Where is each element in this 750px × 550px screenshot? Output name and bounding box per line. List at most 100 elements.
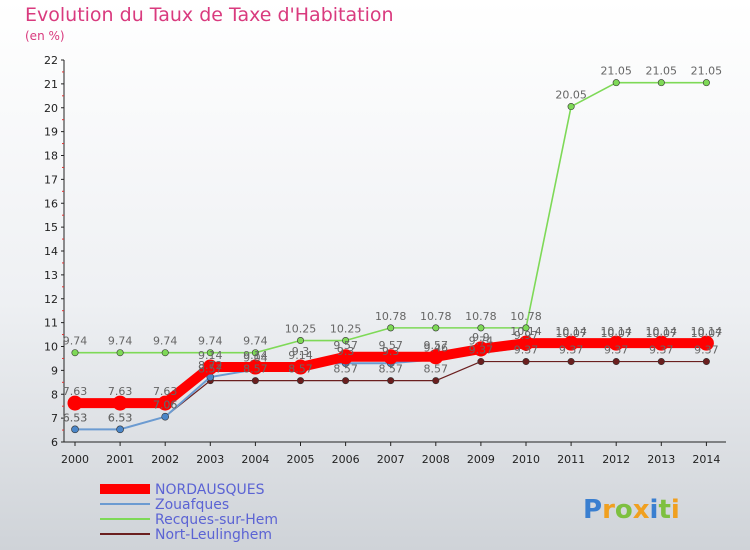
y-tick-label: 6	[51, 436, 58, 449]
data-point	[477, 358, 485, 366]
x-tick-label: 2003	[196, 453, 224, 466]
y-tick-label: 12	[44, 293, 58, 306]
data-label: 8.72	[198, 359, 223, 372]
data-label: 9.3	[337, 345, 355, 358]
data-point	[702, 358, 710, 366]
data-label: 21.05	[646, 65, 678, 78]
data-point	[296, 377, 304, 385]
data-label: 7.63	[108, 385, 133, 398]
data-point	[387, 324, 395, 332]
data-point	[563, 335, 579, 351]
data-label: 7.63	[153, 385, 178, 398]
data-label: 9.14	[288, 349, 313, 362]
data-label: 9.46	[424, 341, 449, 354]
x-tick-label: 2008	[422, 453, 450, 466]
data-label: 7.06	[153, 399, 178, 412]
data-label: 10.14	[600, 325, 632, 338]
data-point	[247, 359, 263, 375]
data-point	[338, 349, 354, 365]
data-label: 8.57	[243, 363, 268, 376]
data-point	[522, 358, 530, 366]
data-label: 9.57	[378, 339, 403, 352]
data-point	[473, 341, 489, 357]
data-label: 9.74	[63, 335, 88, 348]
data-point	[567, 103, 575, 111]
data-label: 10.14	[510, 325, 542, 338]
y-tick-label: 16	[44, 197, 58, 210]
data-label: 9.74	[108, 335, 133, 348]
data-point	[387, 377, 395, 385]
data-point	[518, 335, 534, 351]
x-tick-label: 2004	[241, 453, 269, 466]
data-point	[116, 349, 124, 357]
data-label: 9.14	[243, 349, 268, 362]
data-label: 9.37	[559, 344, 584, 357]
data-point	[71, 425, 79, 434]
data-label: 9.57	[424, 339, 449, 352]
data-point	[296, 337, 304, 345]
data-point	[612, 358, 620, 366]
data-label: 10.07	[691, 327, 723, 340]
legend-label: Nort-Leulinghem	[155, 527, 272, 543]
data-label: 10.25	[285, 323, 317, 336]
data-label: 9.04	[243, 351, 268, 364]
x-tick-label: 2001	[106, 453, 134, 466]
chart-title: Evolution du Taux de Taxe d'Habitation	[25, 4, 394, 26]
y-tick-label: 14	[44, 245, 58, 258]
data-label: 7.63	[63, 385, 88, 398]
data-label: 8.57	[424, 363, 449, 376]
data-point	[202, 359, 218, 375]
data-label: 10.14	[646, 325, 678, 338]
data-point	[608, 335, 624, 351]
y-tick-label: 13	[44, 269, 58, 282]
y-tick-label: 21	[44, 78, 58, 91]
x-tick-label: 2013	[647, 453, 675, 466]
data-label: 6.53	[108, 411, 133, 424]
data-label: 6.53	[108, 411, 133, 424]
data-point	[112, 395, 128, 411]
data-labels: 9.74 9.74 9.74 9.74 9.74 10.25 10.25 10.78 10.78…	[63, 65, 722, 425]
data-point	[251, 377, 259, 385]
data-label: 9.3	[382, 345, 400, 358]
data-point	[698, 335, 714, 351]
data-point	[522, 324, 530, 332]
legend-label: Recques-sur-Hem	[155, 512, 278, 528]
x-tick-label: 2012	[602, 453, 630, 466]
x-tick-label: 2002	[151, 453, 179, 466]
data-label: 10.25	[330, 323, 362, 336]
x-tick-label: 2007	[377, 453, 405, 466]
data-label: 10.14	[691, 325, 723, 338]
y-tick-label: 7	[51, 412, 58, 425]
y-tick-label: 18	[44, 150, 58, 163]
legend-label: NORDAUSQUES	[155, 482, 265, 498]
x-tick-label: 2011	[557, 453, 585, 466]
data-label: 10.07	[555, 327, 587, 340]
data-point	[383, 349, 399, 365]
data-label: 9.37	[604, 344, 629, 357]
data-point	[567, 358, 575, 366]
data-point	[653, 335, 669, 351]
data-point	[477, 324, 485, 332]
x-tick-label: 2010	[512, 453, 540, 466]
data-point	[428, 349, 444, 365]
data-label: 9.14	[198, 349, 223, 362]
legend-label: Zouafques	[155, 497, 229, 513]
data-label: 10.14	[555, 325, 587, 338]
data-label: 10.78	[375, 310, 407, 323]
data-label: 10.78	[420, 310, 452, 323]
data-label: 9.9	[472, 331, 490, 344]
data-label: 9.74	[469, 335, 494, 348]
legend: NORDAUSQUESZouafquesRecques-sur-HemNort-…	[100, 482, 278, 543]
y-tick-label: 20	[44, 102, 58, 115]
y-tick-label: 19	[44, 126, 58, 139]
series-lines	[67, 79, 714, 434]
x-tick-label: 2000	[61, 453, 89, 466]
y-tick-label: 15	[44, 221, 58, 234]
axes: 6 7 8 9 10 11 12 13 14 15 16 17 18 19 20 21 22 2000 2001 20…	[44, 54, 726, 466]
chart-unit: (en %)	[25, 29, 65, 43]
data-label: 20.05	[555, 89, 587, 102]
data-point	[612, 79, 620, 87]
data-point	[342, 377, 350, 385]
data-point	[71, 349, 79, 357]
